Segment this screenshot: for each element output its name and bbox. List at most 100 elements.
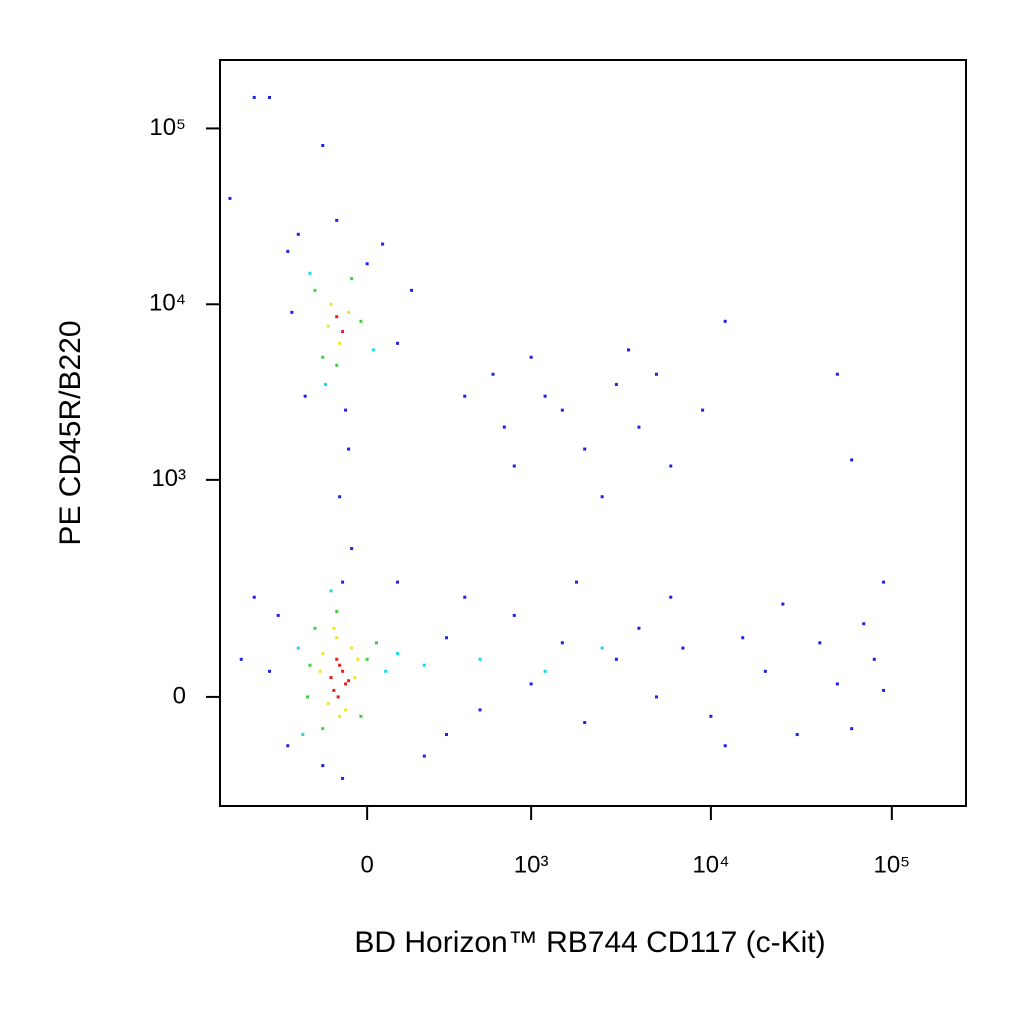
- plot-frame: [219, 59, 967, 807]
- y-axis-label: PE CD45R/B220: [54, 320, 87, 545]
- data-point: [654, 695, 658, 699]
- data-point: [276, 613, 280, 617]
- data-point: [347, 447, 351, 451]
- y-tick-label: 10⁴: [149, 290, 186, 317]
- data-point: [614, 382, 618, 386]
- y-tick-label: 10⁵: [149, 114, 186, 141]
- data-point: [478, 657, 482, 661]
- data-point: [356, 657, 360, 661]
- data-point: [723, 319, 727, 323]
- x-tick-label: 10⁴: [692, 851, 729, 878]
- data-point: [882, 580, 886, 584]
- data-point: [365, 262, 369, 266]
- data-point: [681, 646, 685, 650]
- data-point: [444, 636, 448, 640]
- data-point: [338, 663, 342, 667]
- data-point: [318, 669, 322, 673]
- data-point: [529, 682, 533, 686]
- data-point: [341, 330, 345, 334]
- data-point: [543, 394, 547, 398]
- data-point: [353, 676, 357, 680]
- data-point: [669, 595, 673, 599]
- data-point: [344, 708, 348, 712]
- data-point: [872, 657, 876, 661]
- data-point: [359, 319, 363, 323]
- data-point: [410, 288, 414, 292]
- data-point: [329, 589, 333, 593]
- data-point: [626, 348, 630, 352]
- data-point: [335, 657, 339, 661]
- data-point: [335, 218, 339, 222]
- data-point: [335, 636, 339, 640]
- data-point: [313, 626, 317, 630]
- data-point: [763, 669, 767, 673]
- data-point: [338, 495, 342, 499]
- data-point: [350, 277, 354, 281]
- data-point: [335, 363, 339, 367]
- data-point: [344, 682, 348, 686]
- data-point: [701, 408, 705, 412]
- data-point: [723, 744, 727, 748]
- data-point: [286, 744, 290, 748]
- data-point: [252, 595, 256, 599]
- data-point: [326, 324, 330, 328]
- data-point: [741, 636, 745, 640]
- data-point: [512, 613, 516, 617]
- data-point: [560, 408, 564, 412]
- data-point: [301, 733, 305, 737]
- data-point: [350, 646, 354, 650]
- data-point: [583, 721, 587, 725]
- data-point: [529, 355, 533, 359]
- data-point: [335, 609, 339, 613]
- data-point: [350, 547, 354, 551]
- data-point: [323, 382, 327, 386]
- data-point: [422, 754, 426, 758]
- data-point: [850, 458, 854, 462]
- data-point: [543, 669, 547, 673]
- data-point: [326, 701, 330, 705]
- data-point: [336, 695, 340, 699]
- data-point: [321, 652, 325, 656]
- data-point: [341, 580, 345, 584]
- data-point: [344, 408, 348, 412]
- data-point: [381, 242, 385, 246]
- data-point: [308, 663, 312, 667]
- data-point: [338, 341, 342, 345]
- data-point: [286, 249, 290, 253]
- data-point: [341, 776, 345, 780]
- data-point: [637, 425, 641, 429]
- data-point: [306, 695, 310, 699]
- data-point: [268, 669, 272, 673]
- data-point: [335, 315, 339, 319]
- data-point: [268, 95, 272, 99]
- y-tick-label: 0: [173, 682, 186, 709]
- data-point: [709, 714, 713, 718]
- data-point: [359, 714, 363, 718]
- data-point: [329, 676, 333, 680]
- data-point: [321, 143, 325, 147]
- data-point: [313, 288, 317, 292]
- data-point: [560, 641, 564, 645]
- data-point: [463, 394, 467, 398]
- data-point: [463, 595, 467, 599]
- data-point: [637, 626, 641, 630]
- data-point: [252, 95, 256, 99]
- data-point: [502, 425, 506, 429]
- data-point: [321, 727, 325, 731]
- data-point: [321, 355, 325, 359]
- data-point: [444, 733, 448, 737]
- data-point: [396, 341, 400, 345]
- x-tick-label: 10⁵: [873, 851, 910, 878]
- data-point: [781, 602, 785, 606]
- data-point: [303, 394, 307, 398]
- data-point: [835, 682, 839, 686]
- data-point: [422, 663, 426, 667]
- data-point: [239, 657, 243, 661]
- data-point: [654, 372, 658, 376]
- x-axis-label: BD Horizon™ RB744 CD117 (c-Kit): [354, 926, 825, 959]
- data-point: [374, 641, 378, 645]
- data-point: [396, 652, 400, 656]
- data-point: [332, 626, 336, 630]
- data-point: [835, 372, 839, 376]
